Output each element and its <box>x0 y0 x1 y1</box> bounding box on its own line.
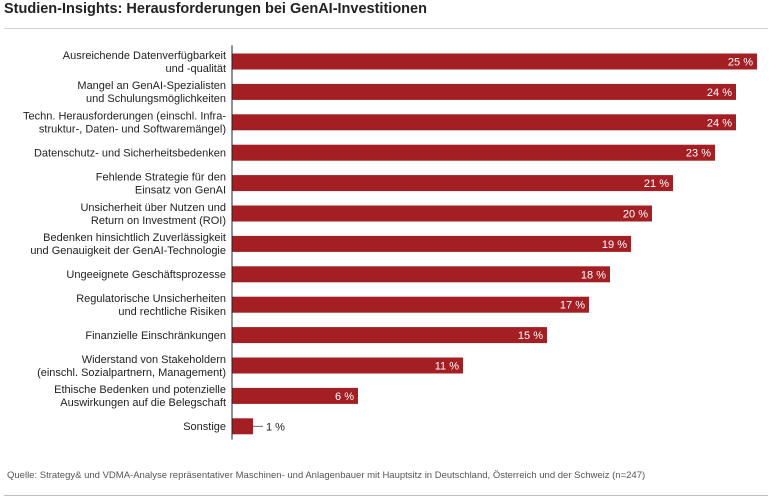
value-label: 25 % <box>728 57 753 69</box>
bar-11 <box>232 357 463 374</box>
value-label: 23 % <box>686 148 711 160</box>
value-label: 11 % <box>435 361 459 373</box>
category-label: und -qualität <box>165 63 226 75</box>
value-label: 18 % <box>581 269 606 281</box>
bar-3 <box>232 114 736 131</box>
category-label: Einsatz von GenAI <box>135 184 226 196</box>
bar-9 <box>232 296 589 313</box>
category-label: Ethische Bedenken und potenzielle <box>54 384 226 396</box>
value-label: 6 % <box>335 391 354 403</box>
category-label: Fehlende Strategie für den <box>96 171 226 183</box>
category-label: Regulatorische Unsicherheiten <box>76 293 226 305</box>
bar-13 <box>232 418 253 435</box>
bar-7 <box>232 235 631 252</box>
bar-8 <box>232 266 610 283</box>
bar-2 <box>232 83 736 100</box>
title-divider <box>4 28 768 29</box>
chart-title: Studien-Insights: Herausforderungen bei … <box>4 1 427 17</box>
bar-10 <box>232 327 547 344</box>
value-label: 15 % <box>518 330 543 342</box>
category-label: Ausreichende Datenverfügbarkeit <box>63 50 226 62</box>
footer-divider <box>4 495 768 496</box>
value-label: 1 % <box>266 421 285 433</box>
value-label: 19 % <box>602 239 627 251</box>
category-label: Datenschutz- und Sicherheitsbedenken <box>34 148 226 160</box>
value-label: 24 % <box>707 117 732 129</box>
category-label: und Schulungsmöglichkeiten <box>86 93 226 105</box>
category-label: Sonstige <box>183 421 226 433</box>
category-label: Unsicherheit über Nutzen und <box>80 202 226 214</box>
bar-5 <box>232 175 673 192</box>
category-label: (einschl. Sozialpartnern, Management) <box>37 367 226 379</box>
category-label: Widerstand von Stakeholdern <box>82 354 226 366</box>
category-label: Finanzielle Einschränkungen <box>85 330 226 342</box>
bar-4 <box>232 144 715 161</box>
category-label: und rechtliche Risiken <box>118 306 226 318</box>
category-label: Techn. Herausforderungen (einschl. Infra… <box>23 111 226 123</box>
category-label: Auswirkungen auf die Belegschaft <box>60 397 226 409</box>
value-label: 20 % <box>623 209 648 221</box>
value-label: 21 % <box>644 178 669 190</box>
category-label: Return on Investment (ROI) <box>91 215 226 227</box>
category-label: Bedenken hinsichtlich Zuverlässigkeit <box>43 232 226 244</box>
value-label: 24 % <box>707 87 732 99</box>
category-label: und Genauigkeit der GenAI-Technologie <box>30 245 226 257</box>
source-note: Quelle: Strategy& und VDMA-Analyse reprä… <box>7 470 646 481</box>
bar-12 <box>232 387 358 404</box>
category-label: struktur-, Daten- und Softwaremängel) <box>39 124 226 136</box>
category-label: Ungeeignete Geschäftsprozesse <box>66 269 226 281</box>
bar-1 <box>232 53 757 70</box>
bar-6 <box>232 205 652 222</box>
value-label: 17 % <box>560 300 585 312</box>
category-label: Mangel an GenAI-Spezialisten <box>77 80 226 92</box>
